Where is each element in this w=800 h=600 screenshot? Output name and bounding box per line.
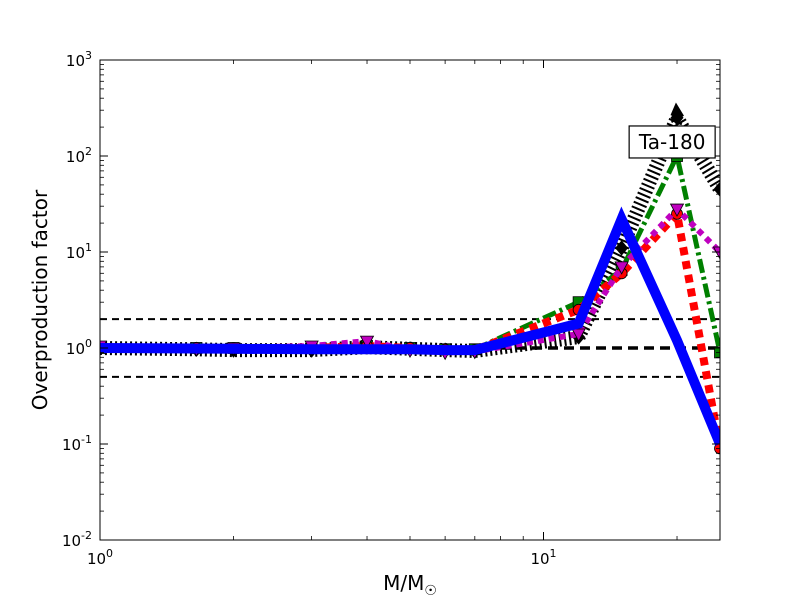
series-line-5 (100, 206, 720, 446)
series-line-2 (100, 148, 720, 353)
data-point-s4-10 (614, 261, 629, 275)
y-axis-label: Overproduction factor (28, 189, 52, 410)
data-point-s4-9 (571, 328, 586, 342)
y-tick-label-5: 102 (66, 145, 92, 166)
y-tick-label-1: 10-2 (62, 529, 92, 550)
y-tick-label-6: 103 (66, 49, 92, 70)
x-axis-label-main: M/M (383, 571, 424, 595)
x-tick-label-2: 101 (530, 547, 556, 568)
data-point-s1-12 (713, 181, 720, 197)
x-axis-label: M/M☉ (383, 571, 437, 599)
x-axis-label-sub: ☉ (424, 583, 437, 599)
x-tick-label-1: 100 (87, 547, 113, 568)
plot-frame (99, 59, 721, 541)
data-point-s1-10 (615, 240, 629, 256)
y-tick-label-2: 10-1 (62, 433, 92, 454)
data-point-s4-11 (669, 203, 685, 217)
annotation-text: Ta-180 (638, 130, 706, 154)
axis-ticks: 10-2 10-1 100 101 102 103 100 101 (62, 49, 720, 568)
annotation-frame (628, 125, 716, 159)
data-point-s4-5 (359, 335, 375, 349)
data-point-s1-11 (670, 110, 684, 126)
annotation-box: Ta-180 (628, 125, 716, 159)
y-tick-label-3: 100 (66, 337, 92, 358)
y-tick-label-4: 101 (66, 241, 92, 262)
series-line-4 (100, 204, 720, 356)
series-layer (100, 102, 720, 455)
